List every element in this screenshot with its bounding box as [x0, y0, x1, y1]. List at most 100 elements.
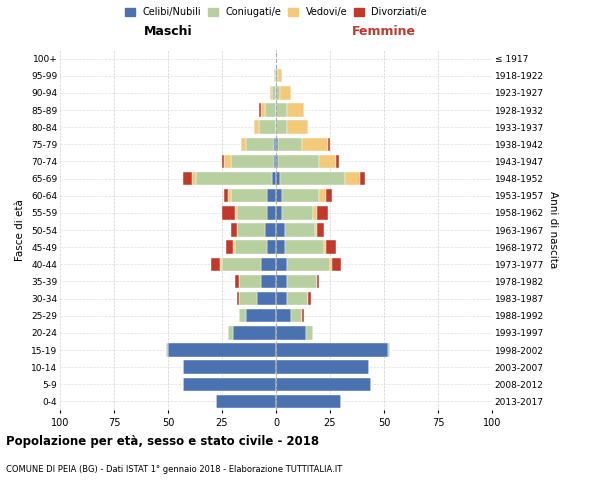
Bar — [274, 138, 276, 151]
Bar — [229, 326, 233, 340]
Bar — [345, 172, 360, 186]
Bar — [276, 326, 306, 340]
Y-axis label: Anni di nascita: Anni di nascita — [548, 192, 558, 268]
Bar — [222, 154, 224, 168]
Bar — [276, 274, 287, 288]
Bar — [280, 172, 345, 186]
Bar — [276, 224, 284, 236]
Bar — [229, 189, 230, 202]
Bar — [287, 120, 308, 134]
Bar — [272, 86, 276, 100]
Bar — [326, 240, 337, 254]
Bar — [276, 104, 287, 117]
Text: Popolazione per età, sesso e stato civile - 2018: Popolazione per età, sesso e stato civil… — [6, 435, 319, 448]
Bar — [233, 240, 235, 254]
Bar — [261, 274, 276, 288]
Y-axis label: Fasce di età: Fasce di età — [16, 199, 25, 261]
Bar — [306, 326, 313, 340]
Text: Maschi: Maschi — [143, 25, 193, 38]
Bar — [276, 120, 287, 134]
Bar — [332, 258, 341, 271]
Bar — [287, 104, 304, 117]
Text: COMUNE DI PEIA (BG) - Dati ISTAT 1° gennaio 2018 - Elaborazione TUTTITALIA.IT: COMUNE DI PEIA (BG) - Dati ISTAT 1° genn… — [6, 465, 342, 474]
Bar — [276, 69, 278, 82]
Bar — [239, 292, 257, 306]
Bar — [276, 378, 371, 391]
Bar — [220, 258, 222, 271]
Bar — [230, 224, 237, 236]
Bar — [328, 138, 330, 151]
Bar — [319, 189, 326, 202]
Bar — [233, 326, 276, 340]
Bar — [302, 309, 304, 322]
Bar — [280, 86, 291, 100]
Bar — [302, 138, 328, 151]
Bar — [211, 258, 220, 271]
Bar — [291, 309, 302, 322]
Bar — [183, 172, 192, 186]
Bar — [278, 69, 283, 82]
Bar — [272, 172, 276, 186]
Bar — [261, 104, 265, 117]
Bar — [166, 344, 168, 356]
Bar — [235, 206, 237, 220]
Bar — [276, 138, 278, 151]
Bar — [284, 224, 315, 236]
Bar — [276, 189, 283, 202]
Bar — [168, 344, 276, 356]
Bar — [239, 274, 261, 288]
Bar — [215, 394, 276, 408]
Bar — [224, 154, 230, 168]
Bar — [246, 138, 274, 151]
Bar — [259, 120, 276, 134]
Bar — [254, 120, 259, 134]
Bar — [317, 224, 323, 236]
Bar — [235, 240, 268, 254]
Bar — [330, 258, 332, 271]
Bar — [239, 309, 246, 322]
Bar — [276, 394, 341, 408]
Bar — [337, 154, 338, 168]
Bar — [276, 360, 369, 374]
Bar — [259, 104, 261, 117]
Legend: Celibi/Nubili, Coniugati/e, Vedovi/e, Divorziati/e: Celibi/Nubili, Coniugati/e, Vedovi/e, Di… — [122, 4, 430, 20]
Bar — [287, 258, 330, 271]
Bar — [283, 206, 313, 220]
Bar — [261, 258, 276, 271]
Bar — [183, 378, 276, 391]
Bar — [276, 172, 280, 186]
Bar — [257, 292, 276, 306]
Bar — [317, 274, 319, 288]
Bar — [284, 240, 323, 254]
Bar — [230, 154, 274, 168]
Bar — [196, 172, 272, 186]
Bar — [268, 240, 276, 254]
Bar — [326, 189, 332, 202]
Bar — [268, 206, 276, 220]
Bar — [192, 172, 196, 186]
Bar — [237, 206, 268, 220]
Bar — [268, 189, 276, 202]
Bar — [265, 104, 276, 117]
Bar — [226, 240, 233, 254]
Bar — [323, 240, 326, 254]
Bar — [315, 224, 317, 236]
Bar — [241, 138, 246, 151]
Bar — [276, 258, 287, 271]
Bar — [317, 206, 328, 220]
Bar — [269, 86, 272, 100]
Bar — [276, 206, 283, 220]
Bar — [237, 292, 239, 306]
Bar — [276, 309, 291, 322]
Bar — [283, 189, 319, 202]
Bar — [360, 172, 365, 186]
Bar — [308, 292, 311, 306]
Bar — [276, 344, 388, 356]
Bar — [224, 189, 229, 202]
Bar — [276, 154, 278, 168]
Bar — [235, 274, 239, 288]
Bar — [222, 206, 235, 220]
Bar — [274, 154, 276, 168]
Bar — [230, 189, 268, 202]
Bar — [319, 154, 337, 168]
